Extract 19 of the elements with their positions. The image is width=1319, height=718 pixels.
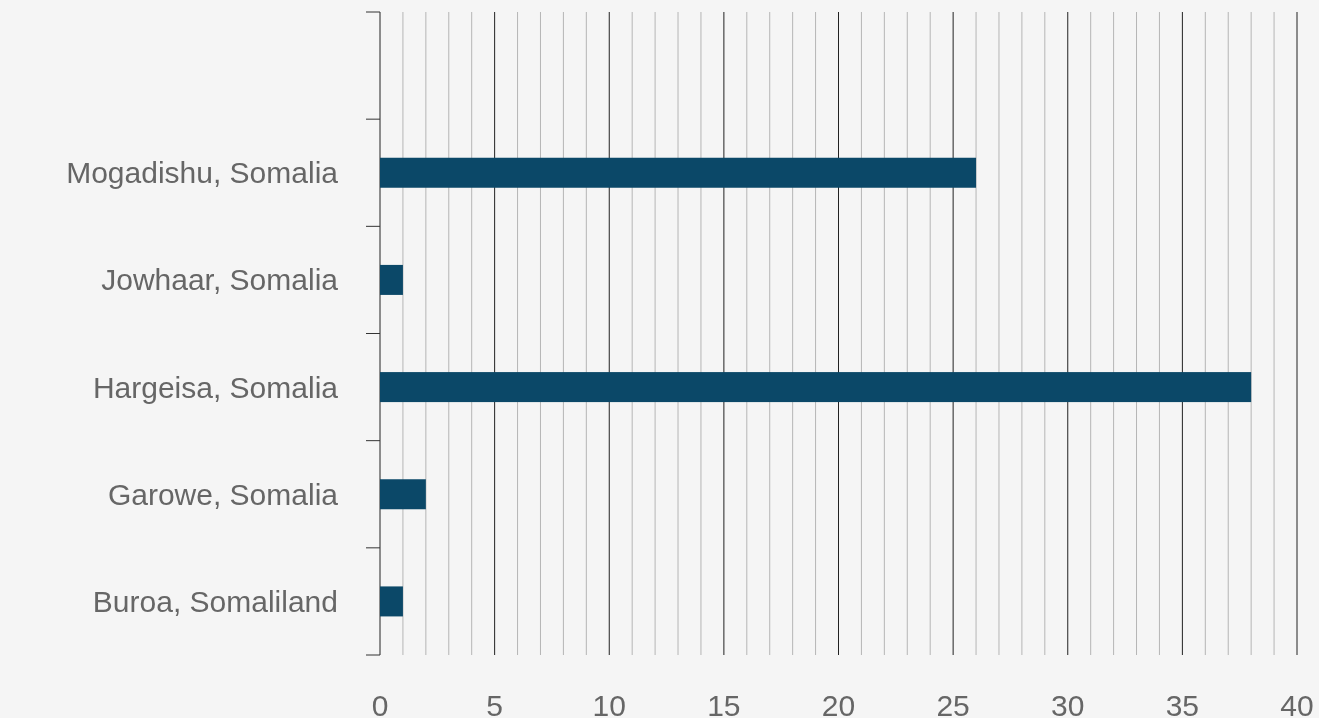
- x-tick-label: 15: [707, 689, 741, 718]
- x-tick-label: 35: [1165, 689, 1200, 718]
- bar: [380, 479, 426, 510]
- x-tick-label: 40: [1280, 689, 1314, 718]
- x-tick-label: 0: [371, 689, 389, 718]
- x-tick-label: 10: [592, 689, 626, 718]
- y-tick-label: Buroa, Somaliland: [92, 584, 338, 618]
- y-tick-label: Mogadishu, Somalia: [66, 156, 339, 190]
- bar: [380, 157, 977, 188]
- y-tick-label: Hargeisa, Somalia: [92, 370, 339, 404]
- x-tick-label: 25: [936, 689, 970, 718]
- bar: [380, 586, 403, 617]
- bar: [380, 372, 1252, 403]
- x-tick-label: 5: [486, 689, 503, 718]
- x-tick-label: 30: [1051, 689, 1085, 718]
- y-tick-label: Garowe, Somalia: [107, 477, 339, 511]
- x-tick-label: 20: [821, 689, 856, 718]
- y-tick-label: Jowhaar, Somalia: [101, 263, 339, 297]
- bar: [380, 264, 403, 295]
